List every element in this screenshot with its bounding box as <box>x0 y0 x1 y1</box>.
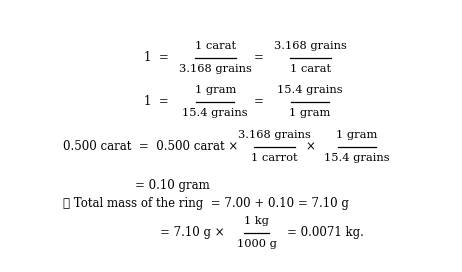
Text: =: = <box>254 51 264 64</box>
Text: ∴ Total mass of the ring  = 7.00 + 0.10 = 7.10 g: ∴ Total mass of the ring = 7.00 + 0.10 =… <box>63 197 349 210</box>
Text: 1  =: 1 = <box>144 51 169 64</box>
Text: 1 carat: 1 carat <box>195 41 236 51</box>
Text: 3.168 grains: 3.168 grains <box>179 64 252 74</box>
Text: 1 gram: 1 gram <box>195 85 236 95</box>
Text: 1 carrot: 1 carrot <box>251 153 298 163</box>
Text: 15.4 grains: 15.4 grains <box>324 153 389 163</box>
Text: 15.4 grains: 15.4 grains <box>277 85 343 95</box>
Text: 1  =: 1 = <box>144 95 169 108</box>
Text: = 0.10 gram: = 0.10 gram <box>135 179 209 192</box>
Text: 1 kg: 1 kg <box>244 216 269 226</box>
Text: 3.168 grains: 3.168 grains <box>238 131 311 140</box>
Text: =: = <box>254 95 264 108</box>
Text: 3.168 grains: 3.168 grains <box>274 41 346 51</box>
Text: 1 gram: 1 gram <box>290 108 331 118</box>
Text: 0.500 carat  =  0.500 carat ×: 0.500 carat = 0.500 carat × <box>63 140 238 153</box>
Text: 15.4 grains: 15.4 grains <box>182 108 248 118</box>
Text: = 7.10 g ×: = 7.10 g × <box>160 226 225 239</box>
Text: ×: × <box>305 140 315 153</box>
Text: 1000 g: 1000 g <box>237 239 276 249</box>
Text: 1 gram: 1 gram <box>336 131 377 140</box>
Text: = 0.0071 kg.: = 0.0071 kg. <box>287 226 364 239</box>
Text: 1 carat: 1 carat <box>290 64 331 74</box>
